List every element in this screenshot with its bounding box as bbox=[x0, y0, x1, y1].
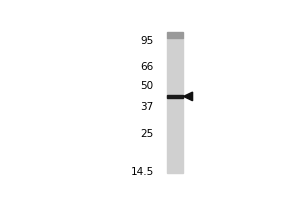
Text: 95: 95 bbox=[140, 36, 154, 46]
Text: 66: 66 bbox=[140, 62, 154, 72]
Bar bbox=[167, 38, 183, 173]
Text: 25: 25 bbox=[140, 129, 154, 139]
Text: 37: 37 bbox=[140, 102, 154, 112]
Bar bbox=[167, 32, 183, 38]
Bar bbox=[167, 95, 183, 98]
Text: 50: 50 bbox=[141, 81, 154, 91]
Text: 14.5: 14.5 bbox=[130, 167, 154, 177]
Polygon shape bbox=[184, 92, 193, 101]
